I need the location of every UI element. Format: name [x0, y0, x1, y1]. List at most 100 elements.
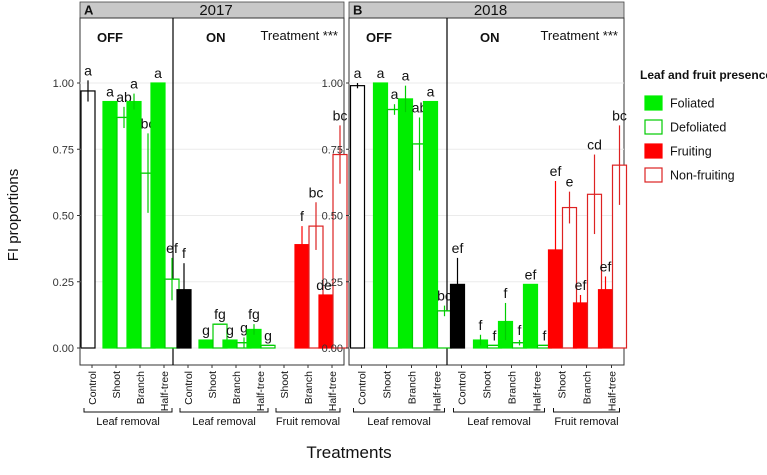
x-category-label: Branch [582, 371, 594, 404]
significance-letter: def [316, 277, 336, 293]
y-tick-label: 0.25 [322, 277, 343, 289]
significance-letter: f [479, 317, 483, 333]
legend-label-nonfruiting: Non-fruiting [670, 169, 735, 183]
x-category-label: Branch [231, 371, 243, 404]
legend-swatch-defoliated [644, 119, 663, 135]
legend-swatch-fruiting [644, 143, 663, 159]
x-axis-title: Treatments [306, 443, 391, 462]
significance-letter: ef [525, 266, 537, 282]
on-label: ON [480, 30, 500, 45]
bar-foliated [422, 100, 439, 349]
bar-control [349, 85, 366, 349]
bar-foliated [102, 100, 118, 349]
bar-foliated [222, 339, 238, 349]
x-category-label: Control [357, 371, 369, 405]
significance-letter: f [300, 208, 304, 224]
significance-letter: ef [166, 240, 178, 256]
significance-letter: a [84, 62, 92, 78]
x-category-label: Branch [507, 371, 519, 404]
panel-letter: A [84, 3, 94, 18]
significance-letter: a [377, 65, 385, 81]
panel-letter: B [353, 3, 362, 18]
significance-label: Treatment *** [540, 28, 618, 43]
off-label: OFF [97, 30, 123, 45]
group-bracket [353, 408, 445, 413]
significance-letter: cd [587, 137, 602, 153]
group-bracket [83, 408, 173, 413]
x-category-label: Control [457, 371, 469, 405]
x-category-label: Control [183, 371, 195, 405]
panel-year: 2018 [474, 2, 507, 19]
on-label: ON [206, 30, 226, 45]
significance-letter: f [493, 327, 497, 343]
significance-letter: g [202, 322, 210, 338]
y-tick-label: 0.25 [53, 277, 74, 289]
x-category-label: Shoot [111, 371, 123, 399]
significance-letter: ef [452, 240, 464, 256]
y-tick-label: 0.50 [322, 211, 343, 223]
x-category-label: Branch [135, 371, 147, 404]
bar-foliated [150, 82, 166, 349]
significance-letter: fg [214, 306, 226, 322]
group-bracket [179, 408, 269, 413]
y-tick-label: 1.00 [322, 78, 343, 90]
significance-letter: g [264, 327, 272, 343]
significance-letter: f [504, 285, 508, 301]
legend-label-defoliated: Defoliated [670, 121, 726, 135]
y-tick-label: 1.00 [53, 78, 74, 90]
legend: Leaf and fruit presence Foliated Defoliate… [640, 68, 767, 183]
significance-letter: g [240, 319, 248, 335]
y-axis-title: FI proportions [5, 169, 22, 262]
bar-defoliated [436, 310, 453, 349]
significance-letter: a [391, 86, 399, 102]
x-category-label: Half-tree [432, 371, 444, 411]
bar-foliated [397, 98, 414, 349]
significance-letter: a [130, 76, 138, 92]
significance-letter: fg [248, 306, 260, 322]
significance-letter: f [518, 322, 522, 338]
significance-letter: ef [575, 277, 587, 293]
legend-label-fruiting: Fruiting [670, 145, 712, 159]
significance-label: Treatment *** [260, 28, 338, 43]
x-category-label: Shoot [207, 371, 219, 399]
legend-title: Leaf and fruit presence [640, 68, 767, 82]
significance-letter: ab [116, 89, 132, 105]
group-label: Leaf removal [96, 416, 160, 428]
x-category-label: Shoot [279, 371, 291, 399]
significance-letter: a [427, 84, 435, 100]
group-bracket [275, 408, 341, 413]
significance-letter: a [106, 84, 114, 100]
bar-foliated [126, 100, 142, 349]
legend-swatch-foliated [644, 95, 663, 111]
significance-letter: a [154, 65, 162, 81]
group-label: Leaf removal [367, 416, 431, 428]
group-label: Fruit removal [554, 416, 618, 428]
off-label: OFF [366, 30, 392, 45]
y-tick-label: 0.00 [322, 343, 343, 355]
x-category-label: Branch [303, 371, 315, 404]
x-category-label: Half-tree [532, 371, 544, 411]
group-label: Fruit removal [276, 416, 340, 428]
significance-letter: bc [309, 184, 324, 200]
significance-letter: a [402, 68, 410, 84]
group-label: Leaf removal [467, 416, 531, 428]
x-category-label: Shoot [557, 371, 569, 399]
significance-letter: ef [600, 258, 612, 274]
bar-foliated [372, 82, 389, 349]
legend-label-foliated: Foliated [670, 97, 715, 111]
y-tick-label: 0.75 [53, 144, 74, 156]
panel-b: 2018 B OFF ON Treatment *** 0.00 0.25 0.50 0.75 1… [322, 1, 628, 428]
significance-letter: e [566, 174, 574, 190]
group-bracket [453, 408, 545, 413]
y-tick-label: 0.75 [322, 144, 343, 156]
significance-letter: f [543, 327, 547, 343]
x-category-label: Half-tree [327, 371, 339, 411]
bar-control [80, 90, 96, 349]
significance-letter: bc [333, 107, 348, 123]
x-category-label: Branch [407, 371, 419, 404]
group-bracket [553, 408, 620, 413]
x-category-label: Control [87, 371, 99, 405]
